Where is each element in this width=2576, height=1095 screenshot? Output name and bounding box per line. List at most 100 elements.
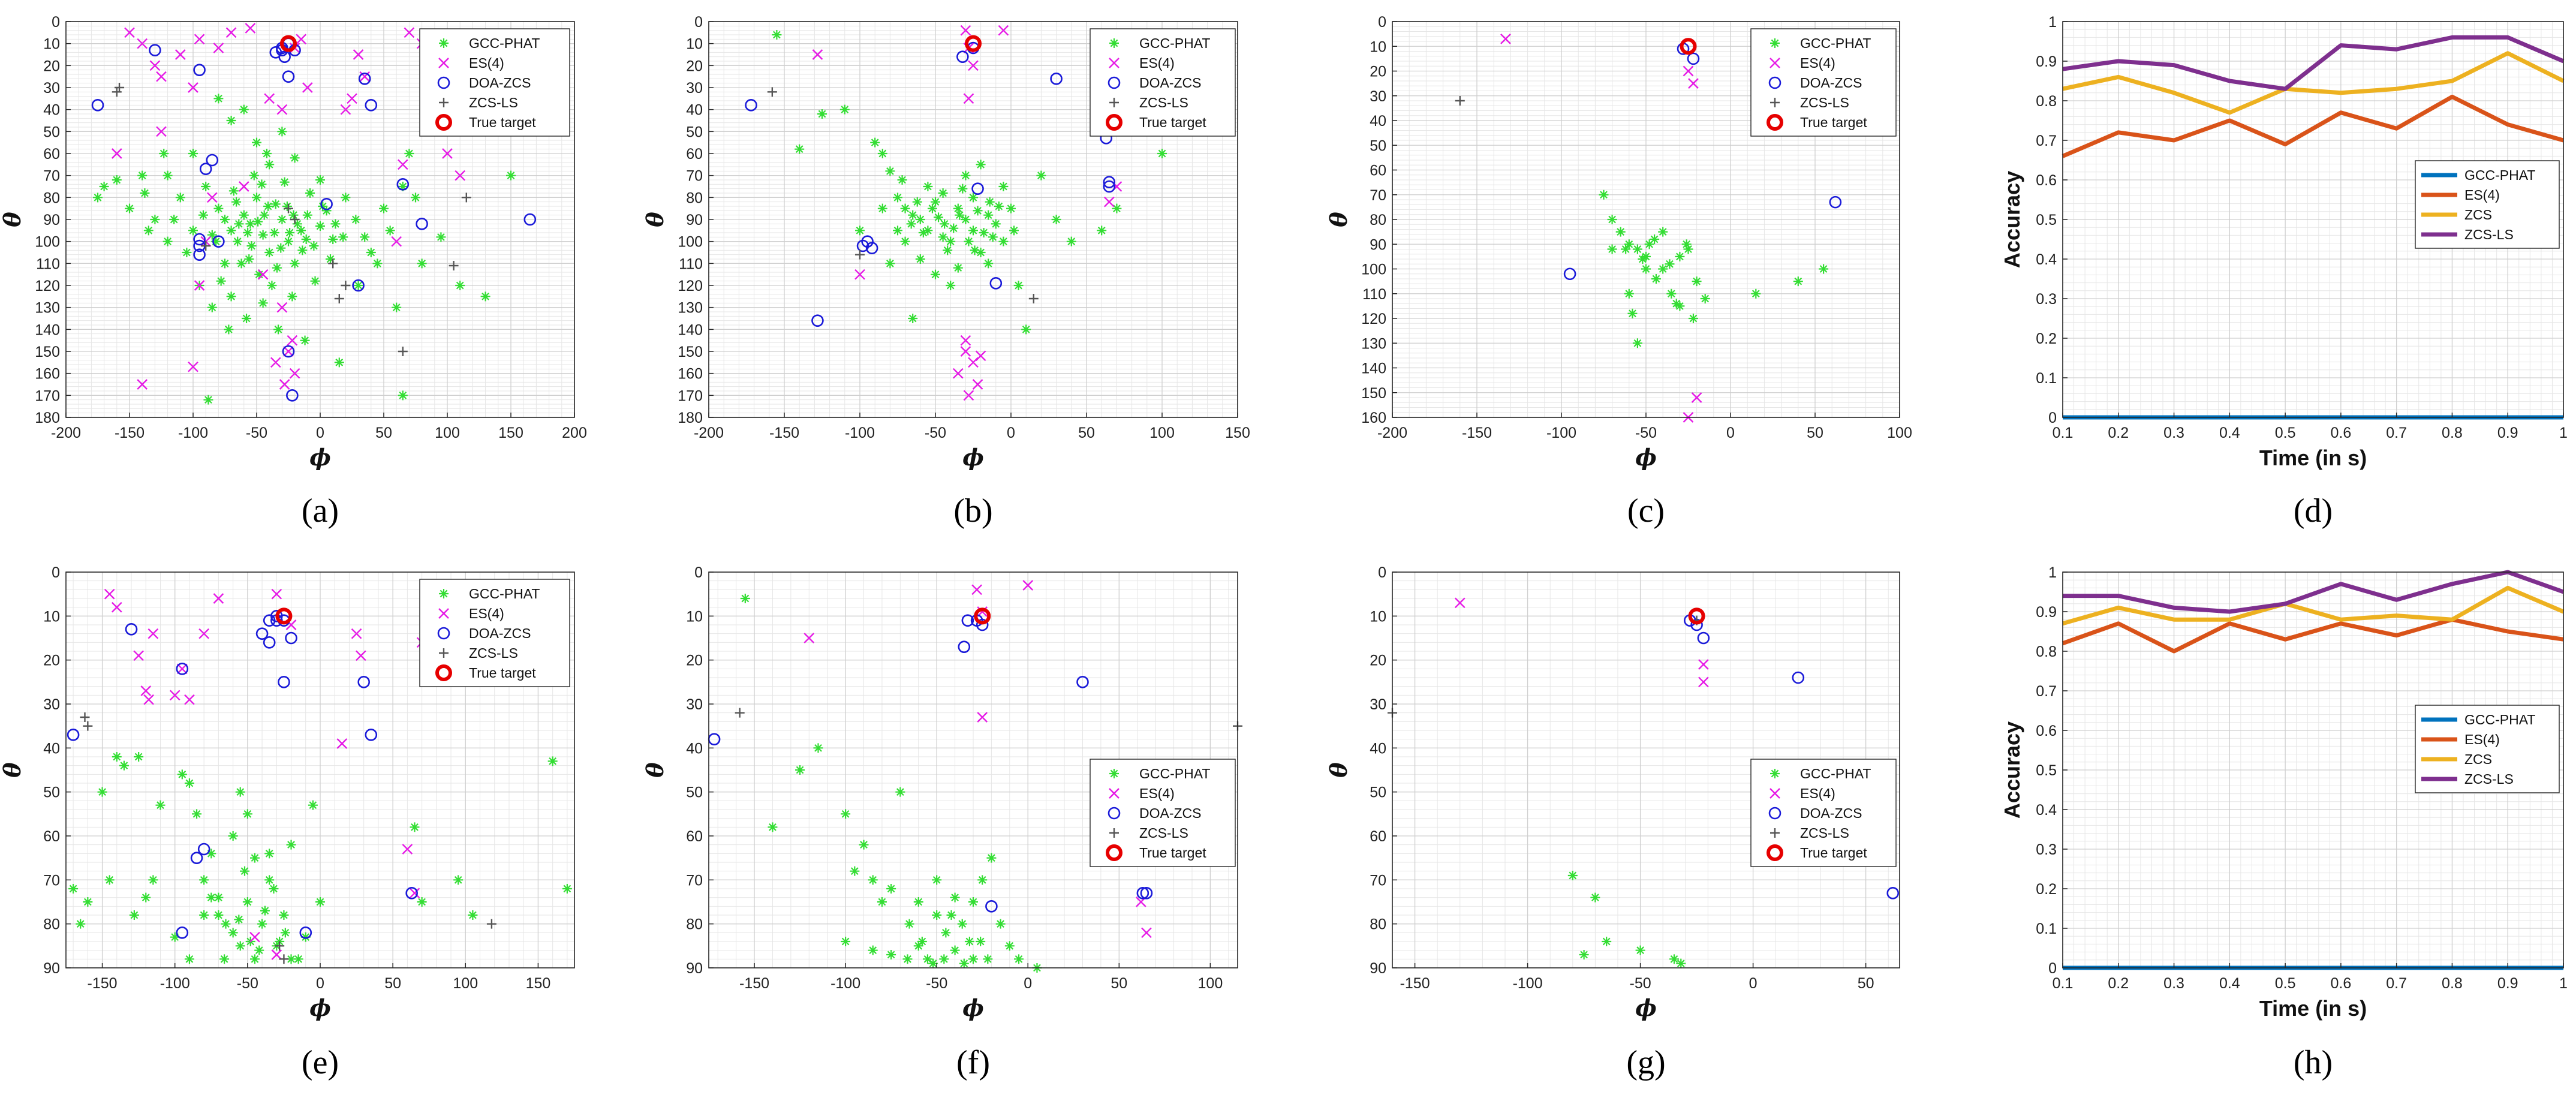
data-point (562, 884, 572, 894)
data-point (977, 875, 988, 885)
data-point (983, 258, 994, 269)
series-true-target (1680, 38, 1697, 55)
data-point (958, 183, 968, 194)
data-point (285, 228, 295, 237)
data-point (1687, 52, 1700, 65)
data-point (188, 149, 198, 158)
legend-label: GCC-PHAT (1139, 35, 1210, 51)
x-tick-label: -200 (694, 425, 724, 441)
data-point (1615, 227, 1626, 237)
legend: GCC-PHAT ES(4) ZCS ZCS-LS (2415, 705, 2560, 793)
data-point (1675, 251, 1685, 261)
data-point (1103, 176, 1116, 188)
data-point (1103, 180, 1116, 193)
data-point (931, 269, 940, 279)
data-point (918, 228, 928, 237)
data-point (242, 897, 252, 907)
data-point (310, 276, 320, 286)
data-point (922, 954, 932, 964)
data-point (359, 71, 371, 82)
data-point (302, 210, 312, 220)
x-axis-label: ϕ (1635, 994, 1657, 1021)
series-line-zcs (2062, 51, 2565, 115)
data-point (280, 928, 290, 938)
x-tick-label: -100 (160, 975, 190, 992)
data-point (385, 225, 395, 236)
y-tick-label: 0.6 (2036, 723, 2057, 739)
legend-label: DOA-ZCS (1139, 75, 1202, 91)
data-point (213, 203, 224, 213)
chart-data (1455, 34, 1842, 423)
y-tick-label: 40 (1370, 740, 1386, 757)
data-point (255, 627, 269, 640)
y-tick-label: 80 (43, 189, 60, 206)
data-point (83, 721, 93, 731)
data-point (961, 614, 974, 627)
series-zcs-ls (767, 87, 1039, 303)
y-tick-label: 50 (1370, 784, 1386, 801)
data-point (453, 875, 464, 885)
data-point (865, 242, 878, 254)
data-point (1607, 215, 1617, 224)
x-tick-label: 0.1 (2053, 425, 2074, 441)
data-point (1697, 631, 1710, 645)
y-tick-label: 50 (43, 784, 60, 801)
legend-label: True target (1139, 845, 1206, 861)
data-point (104, 875, 115, 885)
data-point (184, 694, 195, 705)
data-point (1004, 941, 1015, 951)
data-point (111, 601, 122, 613)
data-point (276, 302, 288, 313)
data-point (1097, 225, 1107, 236)
data-point (998, 182, 1009, 191)
legend-label: True target (1800, 115, 1867, 130)
y-tick-label: 100 (678, 234, 703, 251)
series-line-zcs (2062, 585, 2565, 626)
x-axis-label: ϕ (1635, 444, 1657, 471)
x-tick-label: 0.6 (2331, 425, 2352, 441)
data-point (234, 914, 244, 925)
data-point (149, 44, 161, 56)
data-point (968, 225, 978, 236)
data-point (228, 928, 238, 938)
data-point (226, 225, 236, 236)
data-point (1698, 676, 1709, 688)
chart-panel-7: -150 -100 -50 0 50 0 10 20 30 40 50 60 70 80 90 ϕ θ GCC-P… (1325, 564, 1900, 1081)
data-point (104, 588, 115, 600)
y-tick-label: 70 (686, 872, 703, 889)
data-point (249, 931, 260, 943)
data-point (767, 87, 777, 97)
data-point (258, 230, 268, 240)
data-point (468, 910, 478, 920)
y-axis-label: θ (0, 212, 26, 227)
x-tick-label: -100 (845, 425, 875, 441)
data-point (257, 919, 267, 929)
legend-label: GCC-PHAT (2464, 167, 2535, 183)
data-point (318, 201, 328, 211)
data-point (244, 254, 254, 264)
data-point (188, 361, 198, 372)
data-point (211, 236, 221, 246)
x-tick-label: -100 (178, 425, 208, 441)
data-point (960, 335, 971, 346)
data-point (913, 941, 923, 951)
x-tick-label: 0.2 (2108, 975, 2129, 992)
data-point (188, 225, 198, 236)
y-tick-label: 80 (1370, 212, 1386, 228)
data-point (745, 99, 757, 112)
data-point (372, 258, 383, 269)
data-point (299, 926, 312, 939)
legend-swatch (435, 664, 452, 681)
data-point (812, 49, 823, 60)
legend-label: ZCS-LS (469, 645, 518, 661)
data-point (983, 210, 994, 220)
data-point (893, 192, 902, 203)
y-tick-label: 40 (43, 740, 60, 757)
series-line-es-4- (2062, 94, 2564, 158)
data-point (486, 919, 496, 929)
series-true-target (974, 607, 991, 625)
data-point (155, 800, 165, 810)
data-point (1658, 227, 1668, 237)
data-point (162, 170, 173, 181)
legend-swatch (1768, 807, 1781, 820)
